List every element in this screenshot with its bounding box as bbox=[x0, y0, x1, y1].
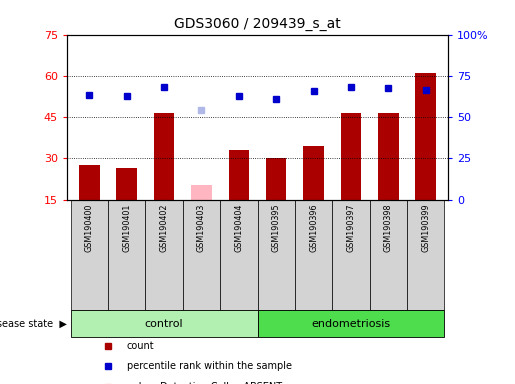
Bar bbox=[183, 200, 220, 310]
Text: count: count bbox=[127, 341, 154, 351]
Bar bbox=[258, 200, 295, 310]
Text: control: control bbox=[145, 318, 183, 329]
Bar bbox=[332, 200, 370, 310]
Text: GSM190404: GSM190404 bbox=[234, 204, 243, 252]
Text: GSM190401: GSM190401 bbox=[122, 204, 131, 252]
Bar bbox=[71, 200, 108, 310]
Bar bbox=[220, 200, 258, 310]
Text: GSM190396: GSM190396 bbox=[309, 204, 318, 252]
Text: GSM190398: GSM190398 bbox=[384, 204, 393, 252]
Text: disease state  ▶: disease state ▶ bbox=[0, 318, 67, 329]
Text: endometriosis: endometriosis bbox=[312, 318, 390, 329]
Bar bbox=[154, 113, 175, 200]
Title: GDS3060 / 209439_s_at: GDS3060 / 209439_s_at bbox=[174, 17, 341, 31]
Text: GSM190403: GSM190403 bbox=[197, 204, 206, 252]
Text: GSM190402: GSM190402 bbox=[160, 204, 168, 252]
Text: GSM190395: GSM190395 bbox=[272, 204, 281, 252]
Bar bbox=[79, 165, 99, 200]
Bar bbox=[191, 185, 212, 200]
Bar bbox=[71, 310, 258, 337]
Bar bbox=[266, 159, 286, 200]
Bar bbox=[407, 200, 444, 310]
Bar bbox=[108, 200, 145, 310]
Text: percentile rank within the sample: percentile rank within the sample bbox=[127, 361, 291, 371]
Bar bbox=[145, 200, 183, 310]
Bar bbox=[378, 113, 399, 200]
Text: GSM190400: GSM190400 bbox=[85, 204, 94, 252]
Bar bbox=[116, 168, 137, 200]
Bar bbox=[416, 73, 436, 200]
Bar bbox=[295, 200, 332, 310]
Text: GSM190397: GSM190397 bbox=[347, 204, 355, 252]
Bar bbox=[303, 146, 324, 200]
Text: value, Detection Call = ABSENT: value, Detection Call = ABSENT bbox=[127, 382, 282, 384]
Bar bbox=[229, 150, 249, 200]
Bar bbox=[370, 200, 407, 310]
Text: GSM190399: GSM190399 bbox=[421, 204, 430, 252]
Bar bbox=[258, 310, 444, 337]
Bar bbox=[340, 113, 361, 200]
